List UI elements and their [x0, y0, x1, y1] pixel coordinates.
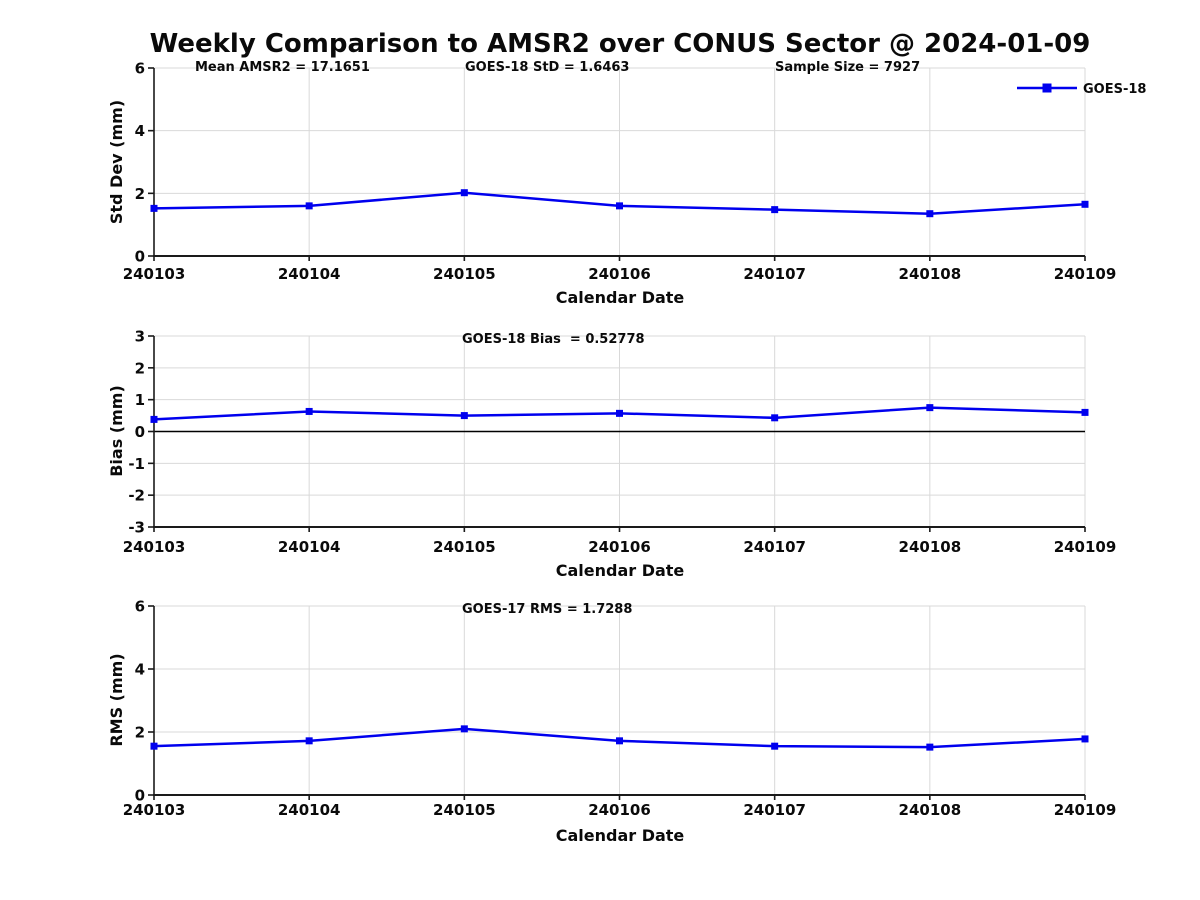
- x-tick-label: 240107: [743, 265, 806, 283]
- y-tick-label: -2: [128, 487, 145, 505]
- y-tick-label: 4: [135, 122, 145, 140]
- data-point-marker: [150, 415, 158, 423]
- x-tick-label: 240107: [743, 538, 806, 556]
- subplot-bias: 240103 240104 240105 240106 240107 240108 2401…: [123, 328, 1117, 557]
- x-tick-label: 240109: [1054, 265, 1117, 283]
- data-point-marker: [616, 737, 623, 745]
- x-tick-label: 240106: [588, 265, 651, 283]
- x-tick-label: 240109: [1054, 538, 1117, 556]
- data-point-marker: [460, 189, 468, 197]
- x-tick-label: 240106: [588, 801, 651, 819]
- annotation-mean-amsr2: Mean AMSR2 = 17.1651: [195, 60, 370, 75]
- y-axis-label-bias: Bias (mm): [107, 385, 126, 477]
- x-axis-label-middle: Calendar Date: [556, 561, 685, 580]
- data-point-marker: [1081, 408, 1089, 416]
- y-tick-label: 0: [135, 787, 145, 805]
- x-tick-label: 240106: [588, 538, 651, 556]
- x-tick-label: 240103: [123, 538, 186, 556]
- x-tick-label: 240107: [743, 801, 806, 819]
- annotation-goes17-rms: GOES-17 RMS = 1.7288: [462, 602, 632, 617]
- legend-marker-icon: [1042, 83, 1052, 93]
- data-point-marker: [616, 202, 623, 210]
- y-axis-label-rms: RMS (mm): [107, 653, 126, 746]
- chart-title: Weekly Comparison to AMSR2 over CONUS Se…: [150, 29, 1091, 59]
- data-point-marker: [926, 743, 934, 751]
- y-tick-label: -1: [128, 455, 145, 473]
- x-tick-label: 240108: [899, 538, 962, 556]
- x-tick-label: 240104: [278, 265, 341, 283]
- y-tick-label: 4: [135, 661, 145, 679]
- data-point-marker: [460, 412, 468, 420]
- subplot-stddev: 240103 240104 240105 240106 240107 240108 2401…: [123, 60, 1117, 284]
- x-tick-label: 240108: [899, 801, 962, 819]
- x-axis-label-bottom: Calendar Date: [556, 826, 685, 845]
- y-tick-label: 1: [135, 391, 145, 409]
- y-tick-label: 0: [135, 423, 145, 441]
- data-point-marker: [460, 725, 468, 733]
- data-point-marker: [305, 202, 313, 210]
- data-point-marker: [771, 206, 779, 214]
- y-tick-label: 2: [135, 359, 145, 377]
- x-tick-label: 240103: [123, 801, 186, 819]
- data-point-marker: [771, 742, 779, 750]
- x-axis-label-top: Calendar Date: [556, 288, 685, 307]
- annotation-sample-size: Sample Size = 7927: [775, 60, 920, 75]
- data-point-marker: [305, 407, 313, 415]
- x-tick-label: 240108: [899, 265, 962, 283]
- subplot-rms: 240103 240104 240105 240106 240107 240108 2401…: [123, 598, 1117, 820]
- data-point-marker: [150, 742, 158, 750]
- data-point-marker: [926, 210, 934, 218]
- x-tick-label: 240105: [433, 538, 496, 556]
- data-point-marker: [305, 737, 313, 745]
- x-tick-label: 240103: [123, 265, 186, 283]
- y-tick-label: 3: [135, 328, 145, 346]
- annotation-goes18-std: GOES-18 StD = 1.6463: [465, 60, 629, 75]
- y-tick-label: -3: [128, 519, 145, 537]
- data-point-marker: [926, 404, 934, 412]
- y-tick-label: 2: [135, 185, 145, 203]
- y-tick-label: 6: [135, 60, 145, 78]
- legend: GOES-18: [1017, 82, 1146, 97]
- x-tick-label: 240104: [278, 801, 341, 819]
- y-tick-label: 6: [135, 598, 145, 616]
- data-point-marker: [616, 409, 623, 417]
- data-point-marker: [1081, 200, 1089, 208]
- y-tick-label: 0: [135, 248, 145, 266]
- data-point-marker: [771, 414, 779, 422]
- y-tick-label: 2: [135, 724, 145, 742]
- legend-label: GOES-18: [1083, 82, 1146, 97]
- x-tick-label: 240105: [433, 265, 496, 283]
- x-tick-label: 240104: [278, 538, 341, 556]
- data-point-marker: [1081, 735, 1089, 743]
- data-point-marker: [150, 204, 158, 212]
- x-tick-label: 240109: [1054, 801, 1117, 819]
- x-tick-label: 240105: [433, 801, 496, 819]
- annotation-goes18-bias: GOES-18 Bias = 0.52778: [462, 332, 645, 347]
- y-axis-label-stddev: Std Dev (mm): [107, 100, 126, 224]
